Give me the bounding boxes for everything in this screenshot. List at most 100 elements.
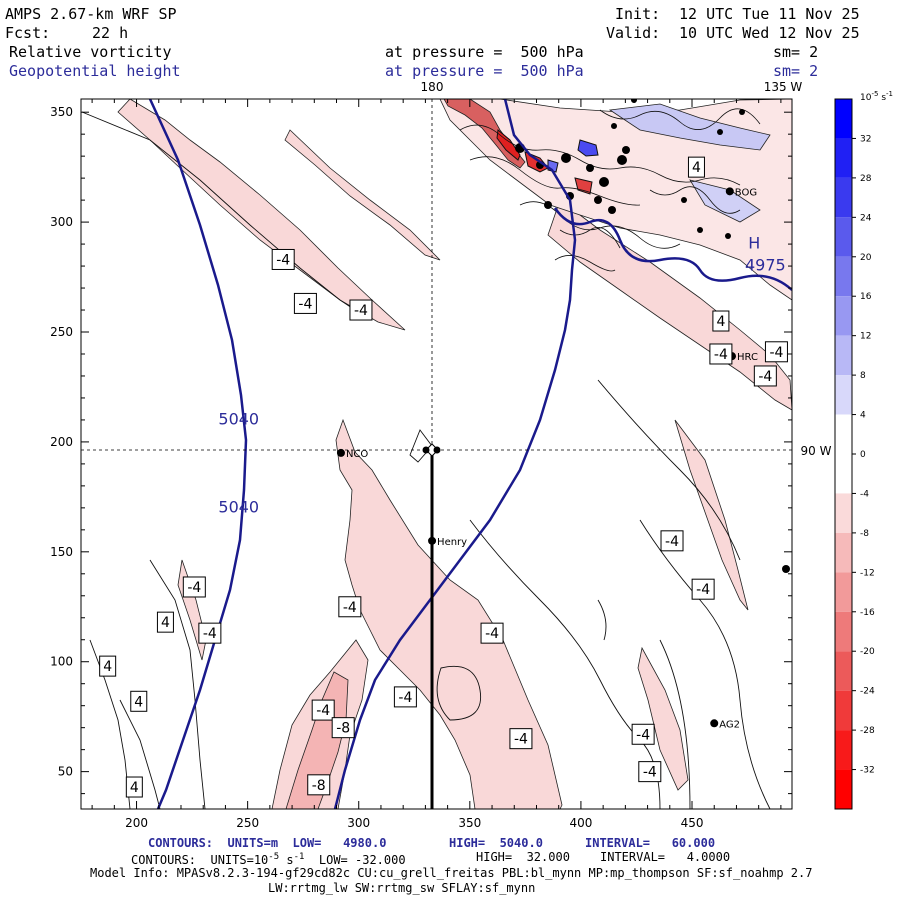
- vort-label: -4: [665, 534, 679, 550]
- vort-label: -4: [758, 369, 772, 385]
- vort-band-southcentral: [335, 418, 563, 809]
- height-contour-4980: [333, 99, 577, 809]
- station-dot: [725, 187, 734, 196]
- vort-label: -4: [354, 303, 368, 319]
- station-label: AG2: [719, 719, 740, 730]
- contours-vorticity-line: CONTOURS: UNITS=10-5 s-1 LOW= -32.000: [131, 850, 406, 867]
- colorbar-tick-label: 12: [860, 332, 871, 342]
- vort-label: 4: [716, 314, 725, 330]
- vort-label-frame: [709, 343, 733, 365]
- vort-band-nw: [117, 99, 406, 331]
- colorbar-tick-label: 28: [860, 174, 872, 184]
- model-info-2: LW:rrtmg_lw SW:rrtmg_sw SFLAY:sf_mynn: [268, 881, 536, 895]
- field1-smoothing: sm= 2: [773, 43, 819, 61]
- colorbar-tick-label: -24: [860, 687, 875, 697]
- colorbar-swatch: [835, 335, 852, 376]
- station-marker: AG2: [710, 719, 740, 730]
- vort-label-frame: [712, 310, 730, 332]
- field2-level: at pressure = 500 hPa: [385, 62, 584, 80]
- valid-label: Valid:: [606, 24, 661, 42]
- vort-label-frame: [156, 611, 174, 633]
- vort-label-frame: [393, 686, 417, 708]
- vort-band-southeast: [637, 646, 689, 791]
- vort-mountain-region: [439, 99, 792, 301]
- vort-label-box: -4: [660, 530, 684, 552]
- vort-label-box: -4: [271, 248, 295, 270]
- vort-label-box: -4: [480, 622, 504, 644]
- colorbar-swatch: [835, 690, 852, 731]
- model-title: AMPS 2.67-km WRF SP: [5, 5, 177, 23]
- colorbar-tick-label: -4: [860, 489, 869, 499]
- vort-label-box: -8: [307, 774, 331, 796]
- x-tick-label: 450: [681, 816, 704, 830]
- colorbar-tick-label: 20: [860, 253, 872, 263]
- vort-label: -4: [398, 690, 412, 706]
- vort-contour-units: CONTOURS: UNITS=10: [131, 853, 269, 867]
- vort-label-box: -4: [753, 365, 777, 387]
- height-label: 5040: [218, 497, 259, 516]
- vort-band-nw2: [284, 129, 441, 261]
- colorbar-swatch: [835, 611, 852, 652]
- height-contours: [148, 99, 792, 809]
- plot-frame: [80, 98, 793, 810]
- height-contour-interval-text: INTERVAL= 60.000: [585, 836, 716, 850]
- vort-label: 4: [692, 160, 701, 176]
- height-labels: 5040 5040 4975 H: [218, 233, 785, 516]
- vort-label-frame: [338, 596, 362, 618]
- station-dot: [336, 448, 345, 457]
- vort-label-frame: [307, 774, 331, 796]
- colorbar-tick-label: 0: [860, 450, 866, 460]
- vort-contour-low: LOW= -32.000: [304, 853, 406, 867]
- y-tick-label: 50: [58, 765, 73, 779]
- vort-label-box: -4: [509, 728, 533, 750]
- vort-label-box: -4: [182, 576, 206, 598]
- vort-label-frame: [631, 723, 655, 745]
- colorbar: 32 28 24 20 16 12 8 4 0 -4 -8 -12 -16 -20 -24 -28 -32: [834, 98, 875, 810]
- vort-label: -4: [696, 582, 710, 598]
- station-label: BOG: [735, 187, 757, 198]
- colorbar-swatch: [835, 454, 852, 494]
- height-contour-ne: [553, 207, 792, 291]
- vort-label-box: 4: [125, 776, 143, 798]
- vort-label-frame: [311, 699, 335, 721]
- vort-label: -4: [514, 732, 528, 748]
- vort-label: -4: [298, 296, 312, 312]
- y-tick-label: 200: [50, 435, 73, 449]
- model-info: Model Info: MPASv8.2.3-194-gf29cd82c CU:…: [90, 866, 813, 880]
- colorbar-swatch: [835, 138, 852, 178]
- station-label: NCO: [346, 449, 368, 460]
- lat-label-right: 90 W: [801, 444, 832, 458]
- vort-label-box: -4: [293, 292, 317, 314]
- x-tick-label: 300: [347, 816, 370, 830]
- vort-label-frame: [349, 299, 373, 321]
- colorbar-swatch: [835, 256, 852, 297]
- colorbar-swatch: [835, 572, 852, 612]
- vort-label-box: -4: [393, 686, 417, 708]
- height-contour-interval: INTERVAL= 60.000: [585, 836, 715, 850]
- y-tick-label: 100: [50, 655, 73, 669]
- colorbar-tick-label: 16: [860, 292, 872, 302]
- field2-smoothing: sm= 2: [773, 62, 819, 80]
- vort-label-box: -4: [338, 596, 362, 618]
- vort-label-frame: [509, 728, 533, 750]
- vort-label-frame: [764, 341, 788, 363]
- marker-dot: [433, 446, 441, 454]
- colorbar-tick-label: 8: [860, 371, 866, 381]
- vort-contour-interval: INTERVAL= 4.0000: [600, 850, 731, 864]
- vort-contours: [81, 111, 771, 809]
- vort-label: 4: [103, 659, 112, 675]
- vort-label-frame: [293, 292, 317, 314]
- marker-dot-edge: [782, 565, 790, 573]
- vort-label-frame: [753, 365, 777, 387]
- vort-contour-s: s: [279, 853, 294, 867]
- vort-label: -4: [187, 580, 201, 596]
- vort-label: -4: [316, 703, 330, 719]
- y-tick-label: 300: [50, 215, 73, 229]
- vort-label: -4: [276, 252, 290, 268]
- station-label: Henry: [437, 537, 467, 548]
- colorbar-swatch: [835, 296, 852, 336]
- vort-label-box: 4: [712, 310, 730, 332]
- vort-contour-high: HIGH= 32.000: [476, 850, 570, 864]
- vort-label-frame: [691, 578, 715, 600]
